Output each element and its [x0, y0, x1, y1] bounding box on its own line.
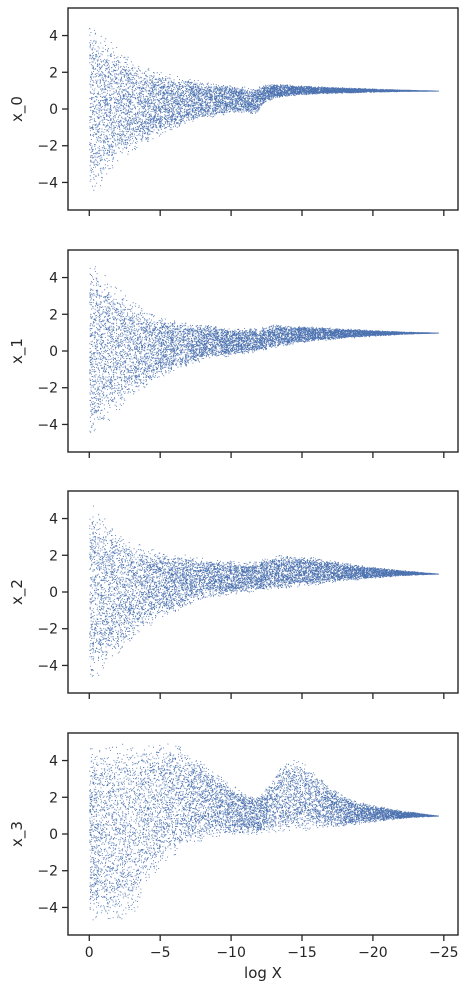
y-tick-label: 0 [49, 344, 58, 360]
panel-x_0: −4 −2 0 2 4 x_0 [8, 7, 459, 216]
y-tick-label: −2 [37, 622, 58, 638]
scatter-points [89, 28, 440, 191]
scatter-points [89, 743, 440, 921]
y-tick-label: −4 [37, 417, 58, 433]
y-tick-label: 2 [49, 65, 58, 81]
y-tick-label: 0 [49, 102, 58, 118]
y-tick-label: 4 [49, 754, 58, 770]
plot-frame [67, 7, 459, 211]
y-tick-label: 4 [49, 512, 58, 528]
y-axis-label: x_3 [8, 821, 27, 847]
y-tick-label: 4 [49, 271, 58, 287]
x-tick-label: −25 [429, 945, 459, 961]
y-axis-label: x_0 [8, 96, 27, 122]
x-axis-label: log X [244, 964, 282, 982]
y-axis-label: x_2 [8, 579, 27, 605]
y-tick-label: 4 [49, 29, 58, 45]
y-tick-label: −2 [37, 381, 58, 397]
y-tick-label: −2 [37, 139, 58, 155]
x-tick-label: 0 [85, 945, 94, 961]
scatter-marks [89, 505, 440, 677]
x-tick-label: −5 [150, 945, 171, 961]
x-tick-label: −10 [216, 945, 246, 961]
y-tick-label: 2 [49, 790, 58, 806]
y-tick-label: −4 [37, 658, 58, 674]
y-tick-label: −4 [37, 900, 58, 916]
y-tick-label: 0 [49, 827, 58, 843]
plot-frame [67, 732, 459, 936]
scatter-points [89, 505, 440, 677]
scatter-marks [89, 28, 440, 191]
panel-x_1: −4 −2 0 2 4 x_1 [8, 249, 459, 458]
panel-x_2: −4 −2 0 2 4 x_2 [8, 490, 459, 699]
plot-frame [67, 249, 459, 453]
scatter-points [89, 266, 440, 433]
y-tick-label: −4 [37, 175, 58, 191]
x-tick-label: −20 [358, 945, 388, 961]
plot-frame [67, 490, 459, 694]
x-tick-label: −15 [287, 945, 317, 961]
scatter-marks [89, 743, 440, 921]
y-tick-label: 2 [49, 307, 58, 323]
y-tick-label: 0 [49, 585, 58, 601]
scatter-marks [89, 266, 440, 433]
y-tick-label: −2 [37, 864, 58, 880]
y-tick-label: 2 [49, 548, 58, 564]
y-axis-label: x_1 [8, 338, 27, 364]
